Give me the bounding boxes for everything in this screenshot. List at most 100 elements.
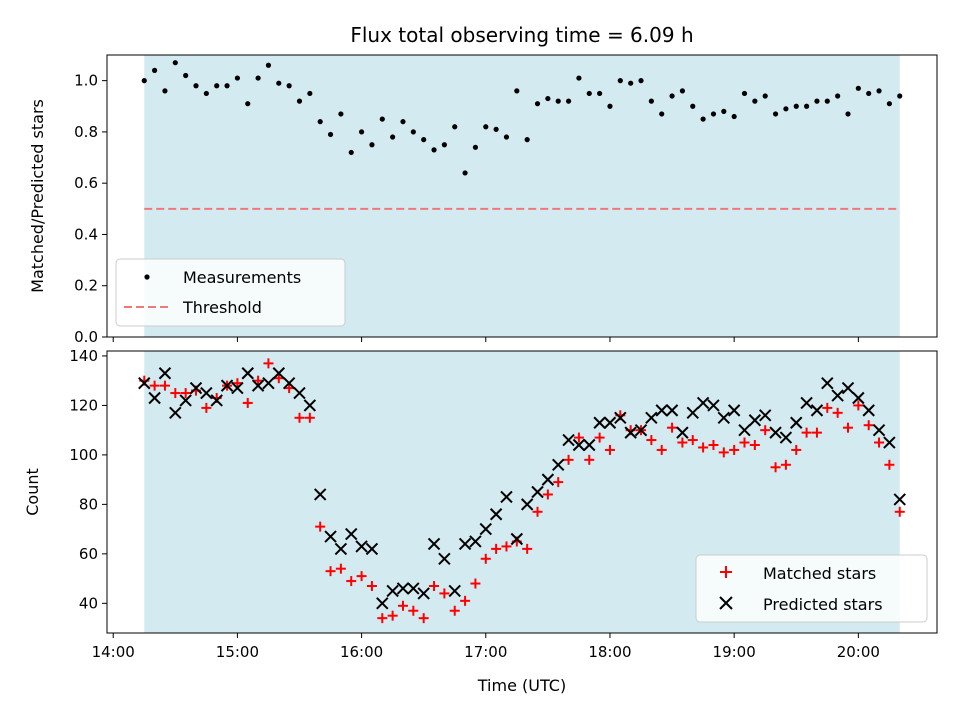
predicted-star-point [634, 423, 648, 437]
measurement-point [607, 103, 613, 109]
count-y-tick-label: 120 [69, 396, 98, 414]
matched-star-point [397, 600, 408, 611]
measurement-point [183, 72, 189, 79]
predicted-star-point [365, 542, 379, 556]
measurement-point [234, 75, 240, 81]
ratio-legend-box [115, 258, 346, 327]
matched-star-point [532, 506, 543, 517]
count-y-tick-label: 40 [79, 594, 98, 612]
ratio-y-axis-label: Matched/Predicted stars [28, 99, 47, 293]
predicted-star-point [189, 381, 203, 395]
matched-star-point [667, 422, 678, 433]
measurement-point [214, 83, 220, 89]
predicted-star-point [603, 416, 617, 429]
matched-star-point [439, 588, 450, 599]
predicted-stars-points [138, 367, 906, 610]
measurement-point [814, 98, 820, 104]
predicted-star-point [148, 391, 161, 405]
legend-matched-label: Matched stars [763, 564, 876, 583]
predicted-star-point [251, 379, 265, 392]
matched-star-point [780, 459, 791, 470]
predicted-star-point [562, 433, 575, 447]
predicted-star-point [583, 438, 596, 452]
measurement-point [483, 124, 489, 130]
matched-star-point [698, 442, 709, 453]
measurement-point [317, 119, 323, 125]
predicted-star-point [810, 404, 824, 417]
matched-star-point [335, 563, 346, 574]
measurement-point [845, 111, 851, 117]
matched-star-point [863, 420, 874, 431]
predicted-star-point [717, 411, 731, 424]
matched-star-point [346, 576, 357, 587]
measurement-point [276, 80, 282, 86]
measurement-point [452, 124, 458, 130]
matched-star-point [749, 440, 760, 450]
predicted-star-point [841, 381, 855, 395]
x-tick-label: 17:00 [464, 643, 507, 661]
predicted-star-point [872, 423, 886, 437]
predicted-star-point [500, 490, 513, 504]
ratio-y-tick-label: 0.8 [74, 123, 98, 141]
measurement-point [172, 60, 178, 66]
predicted-star-point [645, 411, 658, 424]
x-tick-label: 19:00 [713, 643, 756, 661]
matched-star-point [822, 402, 833, 413]
predicted-star-point [241, 367, 254, 380]
matched-star-point [449, 605, 460, 616]
matched-star-point [563, 454, 574, 465]
count-y-tick-label: 140 [69, 347, 98, 365]
matched-star-point [842, 422, 853, 433]
legend-measurement-marker [144, 274, 150, 280]
measurement-point [390, 134, 396, 140]
measurement-point [441, 142, 447, 148]
matched-star-point [429, 581, 440, 591]
count-y-tick-label: 100 [69, 446, 98, 464]
measurement-point [565, 98, 572, 104]
count-legend: Matched stars Predicted stars [695, 554, 928, 623]
measurement-point [162, 88, 168, 94]
measurement-point [824, 98, 830, 104]
measurement-point [721, 108, 727, 114]
predicted-star-point [790, 416, 803, 429]
matched-star-point [573, 432, 584, 443]
matched-star-point [791, 444, 802, 455]
predicted-star-point [138, 376, 151, 390]
predicted-star-point [179, 394, 192, 407]
predicted-star-point [676, 426, 689, 439]
predicted-star-point [531, 485, 544, 499]
predicted-star-point [727, 404, 741, 417]
measurement-point [597, 90, 603, 97]
predicted-star-point [448, 584, 461, 598]
measurement-point [265, 62, 272, 68]
count-y-tick-label: 80 [79, 495, 98, 513]
predicted-star-point [407, 582, 420, 595]
count-y-ticks: 40 60 80 100 120 140 [69, 347, 107, 612]
legend-matched-marker [720, 566, 732, 578]
legend-threshold-label: Threshold [182, 298, 262, 317]
predicted-star-point [655, 404, 668, 417]
ratio-y-tick-label: 0.4 [74, 225, 98, 243]
measurement-point [586, 90, 592, 97]
x-tick-label: 15:00 [216, 643, 259, 661]
predicted-star-point [624, 426, 637, 439]
matched-stars-points [139, 358, 905, 624]
matched-star-point [501, 541, 512, 552]
matched-star-point [149, 380, 160, 391]
matched-star-point [366, 581, 377, 591]
matched-star-point [884, 459, 895, 470]
matched-star-point [832, 407, 843, 418]
matched-star-point [159, 380, 170, 391]
matched-star-point [760, 425, 771, 436]
matched-star-point [894, 506, 905, 517]
predicted-star-point [707, 399, 720, 412]
predicted-star-point [303, 399, 317, 412]
measurement-point [804, 103, 810, 109]
measurement-point [462, 170, 468, 176]
matched-star-point [522, 543, 533, 554]
matched-star-point [853, 400, 864, 411]
predicted-star-point [800, 396, 813, 410]
measurement-point [203, 90, 209, 97]
measurement-point [545, 95, 551, 102]
matched-star-point [553, 477, 564, 488]
